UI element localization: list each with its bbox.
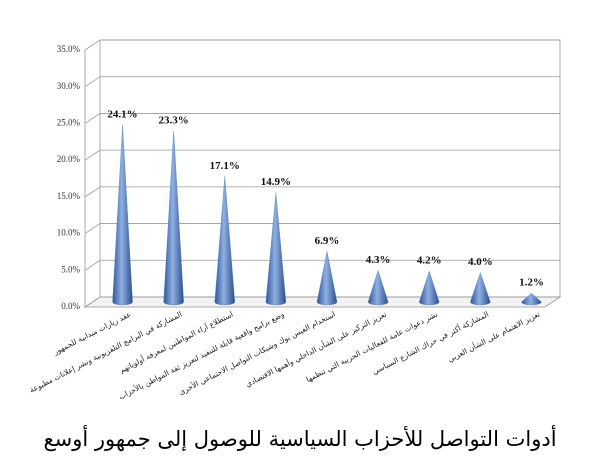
bar bbox=[521, 292, 542, 306]
cone bbox=[112, 125, 133, 306]
x-tick-label: تعزيز الاهتمام على الشأن العربي bbox=[446, 309, 541, 364]
cone bbox=[214, 176, 235, 306]
y-tick-label: 0.0% bbox=[61, 301, 80, 311]
value-label: 24.1% bbox=[107, 109, 137, 121]
value-label: 17.1% bbox=[210, 160, 240, 172]
y-tick-label: 5.0% bbox=[61, 264, 80, 274]
bar bbox=[367, 269, 389, 306]
y-tick-label: 10.0% bbox=[57, 228, 81, 238]
bar bbox=[265, 192, 287, 306]
cone bbox=[265, 192, 287, 306]
grid-line bbox=[84, 223, 560, 234]
cone bbox=[419, 270, 440, 306]
cone bbox=[163, 130, 184, 306]
grid-line bbox=[84, 76, 560, 88]
grid-line bbox=[84, 259, 560, 271]
bar bbox=[214, 176, 235, 306]
cone bbox=[316, 251, 338, 306]
value-label: 1.2% bbox=[519, 277, 544, 289]
value-label: 4.3% bbox=[366, 254, 391, 266]
bar bbox=[419, 270, 440, 306]
grid-line bbox=[84, 39, 560, 51]
value-label: 23.3% bbox=[159, 114, 189, 126]
value-label: 4.0% bbox=[468, 256, 493, 268]
bar bbox=[470, 272, 491, 306]
cone bbox=[521, 292, 542, 306]
grid: 0.0% 5.0% 10.0% 15.0% 20.0% 25.0% 30.0% 35.0% bbox=[57, 39, 560, 311]
value-label: 6.9% bbox=[315, 235, 340, 247]
grid-line bbox=[84, 113, 560, 124]
cone bbox=[367, 269, 389, 306]
value-label: 4.2% bbox=[417, 255, 442, 267]
y-tick-label: 35.0% bbox=[57, 44, 81, 54]
chart-title: أدوات التواصل للأحزاب السياسية للوصول إل… bbox=[43, 425, 556, 452]
grid-line bbox=[84, 186, 560, 198]
grid-line bbox=[84, 296, 560, 308]
y-tick-label: 30.0% bbox=[57, 81, 81, 91]
y-tick-label: 15.0% bbox=[57, 191, 81, 201]
bar bbox=[112, 125, 133, 306]
y-tick-label: 25.0% bbox=[57, 117, 81, 127]
bar bbox=[163, 130, 184, 306]
bar bbox=[316, 251, 338, 306]
value-label: 14.9% bbox=[261, 176, 291, 188]
cone bbox=[470, 272, 491, 306]
grid-line bbox=[84, 149, 560, 161]
y-tick-label: 20.0% bbox=[57, 154, 81, 164]
